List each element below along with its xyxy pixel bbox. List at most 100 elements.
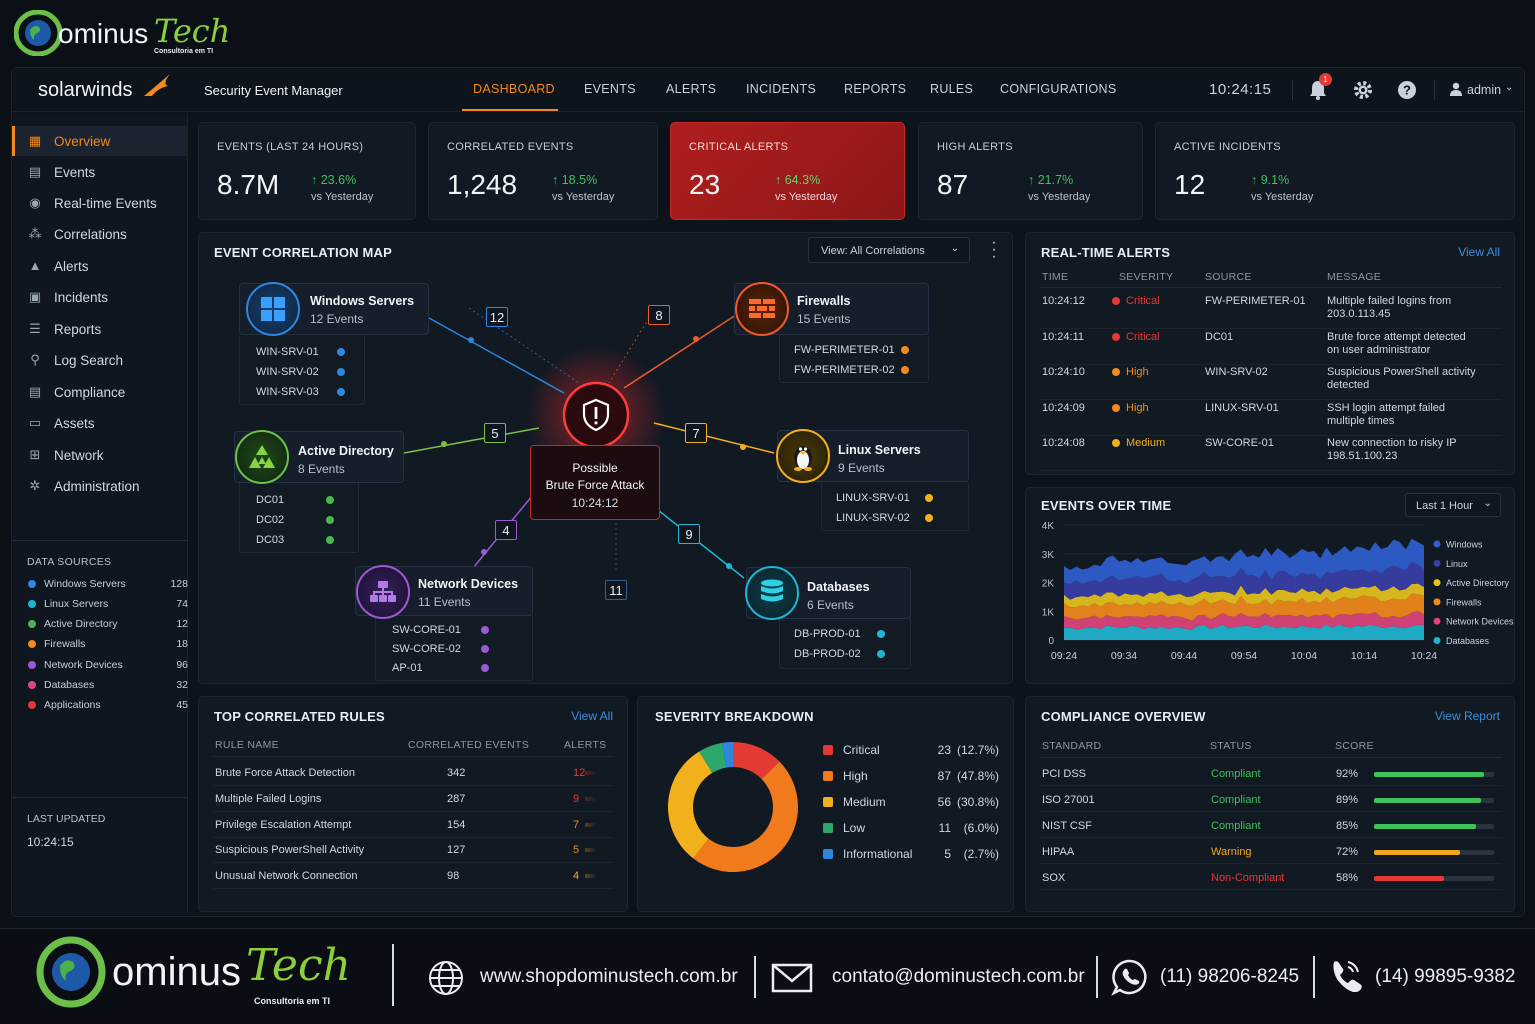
- tab-incidents[interactable]: INCIDENTS: [746, 82, 817, 96]
- table-row[interactable]: Suspicious PowerShell Activity 127 5: [213, 838, 613, 864]
- tab-events[interactable]: EVENTS: [584, 82, 636, 96]
- data-source-row[interactable]: Firewalls 18: [28, 634, 188, 654]
- donut-slice-low[interactable]: [699, 742, 727, 773]
- view-all-link[interactable]: View All: [1458, 245, 1500, 259]
- sidebar-item-alerts[interactable]: ▲ Alerts: [12, 251, 188, 281]
- link-badge-databases[interactable]: 9: [678, 524, 700, 544]
- data-source-row[interactable]: Network Devices 96: [28, 655, 188, 675]
- node-windows-servers[interactable]: Windows Servers 12 Events: [239, 282, 429, 336]
- kpi-active-incidents[interactable]: ACTIVE INCIDENTS 12 ↑ 9.1% vs Yesterday: [1155, 122, 1515, 220]
- view-select[interactable]: View: All Correlations ⌄: [808, 237, 970, 263]
- area-series-windows[interactable]: [1064, 538, 1424, 585]
- data-source-row[interactable]: Linux Servers 74: [28, 594, 188, 614]
- footer-whatsapp[interactable]: (11) 98206-8245: [1160, 966, 1300, 987]
- table-row[interactable]: Privilege Escalation Attempt 154 7: [213, 813, 613, 838]
- gear-icon[interactable]: [1353, 80, 1373, 100]
- host-item[interactable]: LINUX-SRV-01: [836, 492, 910, 504]
- table-row[interactable]: Brute Force Attack Detection 342 12: [213, 761, 613, 786]
- host-item[interactable]: AP-01: [392, 662, 423, 674]
- data-source-row[interactable]: Active Directory 12: [28, 614, 188, 634]
- sidebar-item-assets[interactable]: ▭ Assets: [12, 408, 188, 438]
- area-series-linux[interactable]: [1064, 561, 1424, 600]
- host-item[interactable]: WIN-SRV-03: [256, 386, 319, 398]
- kpi-correlated-events[interactable]: CORRELATED EVENTS 1,248 ↑ 18.5% vs Yeste…: [428, 122, 658, 220]
- host-item[interactable]: LINUX-SRV-02: [836, 512, 910, 524]
- area-series-active-directory[interactable]: [1064, 583, 1424, 608]
- link-badge-unlinked[interactable]: 11: [605, 580, 627, 600]
- sidebar-item-incidents[interactable]: ▣ Incidents: [12, 282, 188, 312]
- donut-slice-critical[interactable]: [733, 742, 780, 780]
- sidebar-item-reports[interactable]: ☰ Reports: [12, 314, 188, 344]
- sidebar-item-overview[interactable]: ▦ Overview: [12, 126, 188, 156]
- table-row[interactable]: SOX Non-Compliant 58%: [1040, 865, 1502, 890]
- node-firewalls[interactable]: Firewalls 15 Events: [734, 282, 929, 336]
- host-item[interactable]: FW-PERIMETER-01: [794, 344, 895, 356]
- table-row[interactable]: 10:24:10 High WIN-SRV-02 Suspicious PowerSh…: [1040, 366, 1502, 400]
- footer-phone[interactable]: (14) 99895-9382: [1375, 966, 1516, 987]
- chevron-down-icon[interactable]: ⌄: [1505, 82, 1514, 93]
- table-row[interactable]: 10:24:08 Medium SW-CORE-01 New connection t…: [1040, 437, 1502, 471]
- table-row[interactable]: 10:24:12 Critical FW-PERIMETER-01 Multiple …: [1040, 295, 1502, 329]
- donut-slice-medium[interactable]: [668, 751, 713, 859]
- node-linux-servers[interactable]: Linux Servers 9 Events: [776, 429, 969, 483]
- help-icon[interactable]: ?: [1397, 80, 1417, 100]
- sidebar-item-realtime-events[interactable]: ◉ Real-time Events: [12, 188, 188, 218]
- node-active-directory[interactable]: Active Directory 8 Events: [234, 430, 404, 484]
- link-badge-windows[interactable]: 12: [486, 307, 508, 327]
- more-menu-icon[interactable]: · · ·: [991, 234, 997, 265]
- tab-rules[interactable]: RULES: [930, 82, 974, 96]
- host-item[interactable]: DC03: [256, 534, 285, 546]
- correlated-attack-card[interactable]: Possible Brute Force Attack 10:24:12: [530, 445, 660, 520]
- table-row[interactable]: Multiple Failed Logins 287 9: [213, 787, 613, 812]
- table-row[interactable]: PCI DSS Compliant 92%: [1040, 761, 1502, 786]
- link-badge-linux[interactable]: 7: [685, 423, 707, 443]
- area-series-databases[interactable]: [1064, 624, 1424, 640]
- donut-slice-high[interactable]: [693, 761, 798, 872]
- sidebar-item-log-search[interactable]: ⚲ Log Search: [12, 345, 188, 375]
- host-item[interactable]: WIN-SRV-01: [256, 346, 319, 358]
- host-item[interactable]: DB-PROD-02: [794, 648, 861, 660]
- view-report-link[interactable]: View Report: [1434, 709, 1500, 723]
- sidebar-item-compliance[interactable]: ▤ Compliance: [12, 377, 188, 407]
- node-network-devices[interactable]: Network Devices 11 Events: [355, 565, 533, 619]
- host-item[interactable]: DC02: [256, 514, 285, 526]
- tab-dashboard[interactable]: DASHBOARD: [473, 82, 555, 96]
- data-source-row[interactable]: Windows Servers 128: [28, 574, 188, 594]
- table-row[interactable]: Unusual Network Connection 98 4: [213, 864, 613, 890]
- table-row[interactable]: ISO 27001 Compliant 89%: [1040, 787, 1502, 812]
- node-databases[interactable]: Databases 6 Events: [745, 566, 911, 620]
- range-select[interactable]: Last 1 Hour ⌄: [1405, 493, 1501, 517]
- vendor-logo[interactable]: solarwinds: [38, 79, 133, 101]
- table-row[interactable]: 10:24:09 High LINUX-SRV-01 SSH login attemp…: [1040, 402, 1502, 436]
- area-series-firewalls[interactable]: [1064, 593, 1424, 621]
- footer-website[interactable]: www.shopdominustech.com.br: [480, 966, 738, 987]
- host-item[interactable]: DC01: [256, 494, 285, 506]
- kpi-high-alerts[interactable]: HIGH ALERTS 87 ↑ 21.7% vs Yesterday: [918, 122, 1143, 220]
- link-badge-active-directory[interactable]: 5: [484, 423, 506, 443]
- footer-email[interactable]: contato@dominustech.com.br: [832, 966, 1085, 987]
- table-row[interactable]: NIST CSF Compliant 85%: [1040, 813, 1502, 838]
- sidebar-item-correlations[interactable]: ⁂ Correlations: [12, 219, 188, 249]
- host-item[interactable]: FW-PERIMETER-02: [794, 364, 895, 376]
- link-badge-firewalls[interactable]: 8: [648, 305, 670, 325]
- host-item[interactable]: DB-PROD-01: [794, 628, 861, 640]
- area-series-network-devices[interactable]: [1064, 610, 1424, 630]
- data-source-row[interactable]: Databases 32: [28, 675, 188, 695]
- host-item[interactable]: WIN-SRV-02: [256, 366, 319, 378]
- host-item[interactable]: SW-CORE-02: [392, 643, 461, 655]
- tab-configurations[interactable]: CONFIGURATIONS: [1000, 82, 1117, 96]
- kpi-events-24h[interactable]: EVENTS (LAST 24 HOURS) 8.7M ↑ 23.6% vs Y…: [198, 122, 416, 220]
- view-all-link[interactable]: View All: [571, 709, 613, 723]
- link-badge-network-devices[interactable]: 4: [495, 520, 517, 540]
- data-source-row[interactable]: Applications 45: [28, 695, 188, 715]
- sidebar-item-network[interactable]: ⊞ Network: [12, 440, 188, 470]
- tab-reports[interactable]: REPORTS: [844, 82, 907, 96]
- sidebar-item-administration[interactable]: ✲ Administration: [12, 471, 188, 501]
- table-row[interactable]: HIPAA Warning 72%: [1040, 839, 1502, 864]
- tab-alerts[interactable]: ALERTS: [666, 82, 717, 96]
- host-item[interactable]: SW-CORE-01: [392, 624, 461, 636]
- donut-slice-informational[interactable]: [722, 742, 733, 768]
- table-row[interactable]: 10:24:11 Critical DC01 Brute force attempt …: [1040, 331, 1502, 365]
- user-menu[interactable]: admin: [1467, 83, 1502, 97]
- kpi-critical-alerts[interactable]: CRITICAL ALERTS 23 ↑ 64.3% vs Yesterday: [670, 122, 905, 220]
